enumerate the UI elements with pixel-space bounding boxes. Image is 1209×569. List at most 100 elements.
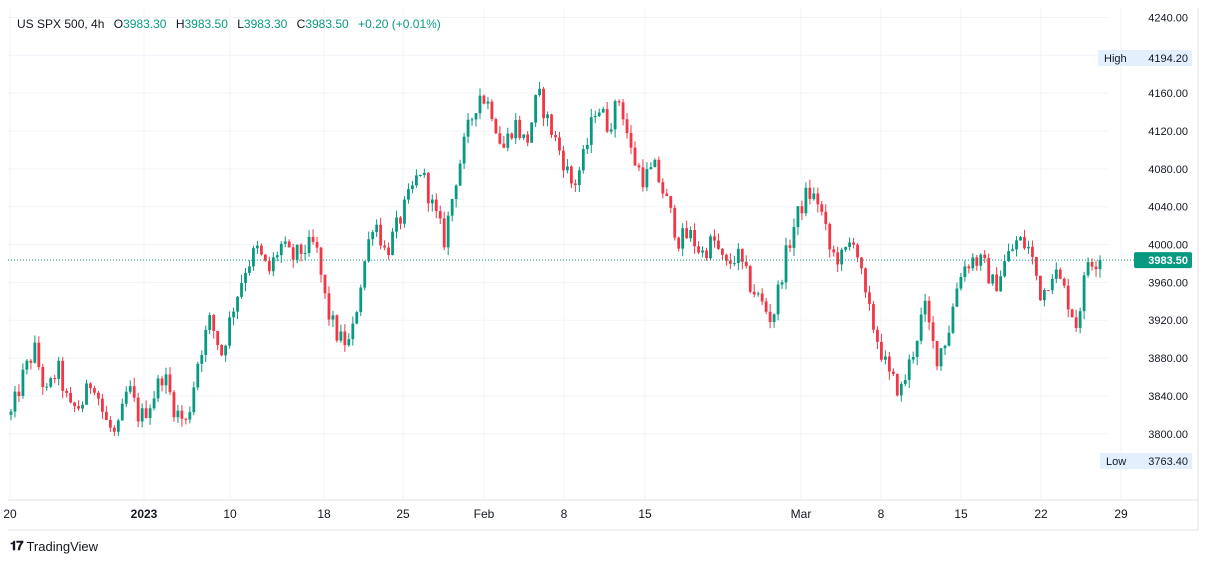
candle-body xyxy=(939,348,943,367)
candle-body xyxy=(430,199,434,204)
candle-body xyxy=(1038,275,1042,301)
candle xyxy=(522,134,526,141)
price-tick-label: 4240.00 xyxy=(1148,12,1188,24)
candle-body xyxy=(375,224,379,233)
candle xyxy=(212,313,216,339)
candle xyxy=(160,375,164,392)
candle xyxy=(188,406,192,424)
price-tick-label: 4160.00 xyxy=(1148,88,1188,100)
candle xyxy=(1082,271,1086,320)
candle xyxy=(1031,240,1034,265)
candle-body xyxy=(1054,269,1058,279)
candle-body xyxy=(124,391,128,404)
candle xyxy=(657,156,661,184)
candle xyxy=(927,296,931,330)
time-tick-label: 29 xyxy=(1114,507,1128,521)
candle-body xyxy=(573,183,577,186)
candle xyxy=(112,425,116,436)
candle xyxy=(943,344,947,356)
tradingview-brand[interactable]: 𝟏𝟕 TradingView xyxy=(10,538,98,554)
candle xyxy=(236,295,239,320)
candle xyxy=(494,117,498,135)
candle xyxy=(510,132,514,140)
candle xyxy=(1066,278,1070,318)
candle xyxy=(315,236,319,253)
candle-body xyxy=(760,293,764,302)
candle-body xyxy=(697,246,700,253)
candle-body xyxy=(140,408,144,422)
candle xyxy=(248,260,251,276)
candle-body xyxy=(506,133,510,148)
candle-body xyxy=(895,373,899,396)
candle xyxy=(53,374,57,384)
high-marker-box xyxy=(1098,50,1192,66)
candle xyxy=(363,260,367,291)
candle xyxy=(279,241,283,264)
candle xyxy=(319,246,323,283)
candle xyxy=(73,401,76,413)
price-tick-label: 3800.00 xyxy=(1148,429,1188,441)
candle xyxy=(903,374,907,387)
open-label: O xyxy=(113,17,124,31)
candle xyxy=(232,307,235,326)
candle xyxy=(971,253,975,272)
candle-body xyxy=(665,193,669,197)
candle-body xyxy=(474,113,478,120)
candle xyxy=(883,350,887,365)
candle xyxy=(705,247,708,261)
tradingview-logo-icon: 𝟏𝟕 xyxy=(10,538,24,553)
candle xyxy=(697,241,700,255)
candle-body xyxy=(156,378,160,399)
candle-body xyxy=(367,239,371,262)
candle-body xyxy=(907,359,911,380)
candle-body xyxy=(176,410,180,418)
candle-body xyxy=(808,187,812,199)
candle-body xyxy=(1090,262,1094,267)
candle xyxy=(752,284,756,298)
candle xyxy=(1027,240,1030,255)
candle-body xyxy=(915,340,919,357)
candle xyxy=(446,211,450,256)
candle-body xyxy=(196,363,200,388)
candle xyxy=(498,126,502,145)
candle-body xyxy=(824,211,828,224)
candle xyxy=(371,229,375,246)
low-marker-label: Low xyxy=(1106,456,1126,468)
candle xyxy=(844,246,848,253)
candle xyxy=(216,330,220,351)
candle-body xyxy=(864,268,867,293)
candle xyxy=(136,392,140,428)
candle xyxy=(601,106,605,114)
candle-body xyxy=(303,252,307,254)
candle-body xyxy=(216,330,220,345)
candle xyxy=(860,257,863,275)
time-tick-label: 2023 xyxy=(131,507,158,521)
price-tick-label: 4040.00 xyxy=(1148,202,1188,214)
candle xyxy=(1011,244,1014,252)
candle xyxy=(566,159,569,174)
candle xyxy=(852,237,855,249)
candle xyxy=(1019,235,1022,241)
candle-body xyxy=(371,232,375,240)
candle xyxy=(558,131,561,156)
time-tick-label: 8 xyxy=(878,507,885,521)
candle-body xyxy=(37,342,41,368)
candle-body xyxy=(17,391,21,396)
candle-body xyxy=(681,228,685,249)
candle-body xyxy=(983,254,987,259)
candle xyxy=(347,333,351,347)
candle-body xyxy=(625,119,629,133)
candle xyxy=(653,158,657,168)
candle-body xyxy=(701,250,704,253)
candle xyxy=(355,310,359,325)
candle xyxy=(534,94,538,128)
candle xyxy=(124,386,128,408)
candle xyxy=(848,237,852,251)
candle xyxy=(621,99,625,126)
candle-body xyxy=(1050,278,1054,291)
candle xyxy=(991,273,995,286)
candle xyxy=(573,179,577,192)
candle-body xyxy=(426,172,430,204)
